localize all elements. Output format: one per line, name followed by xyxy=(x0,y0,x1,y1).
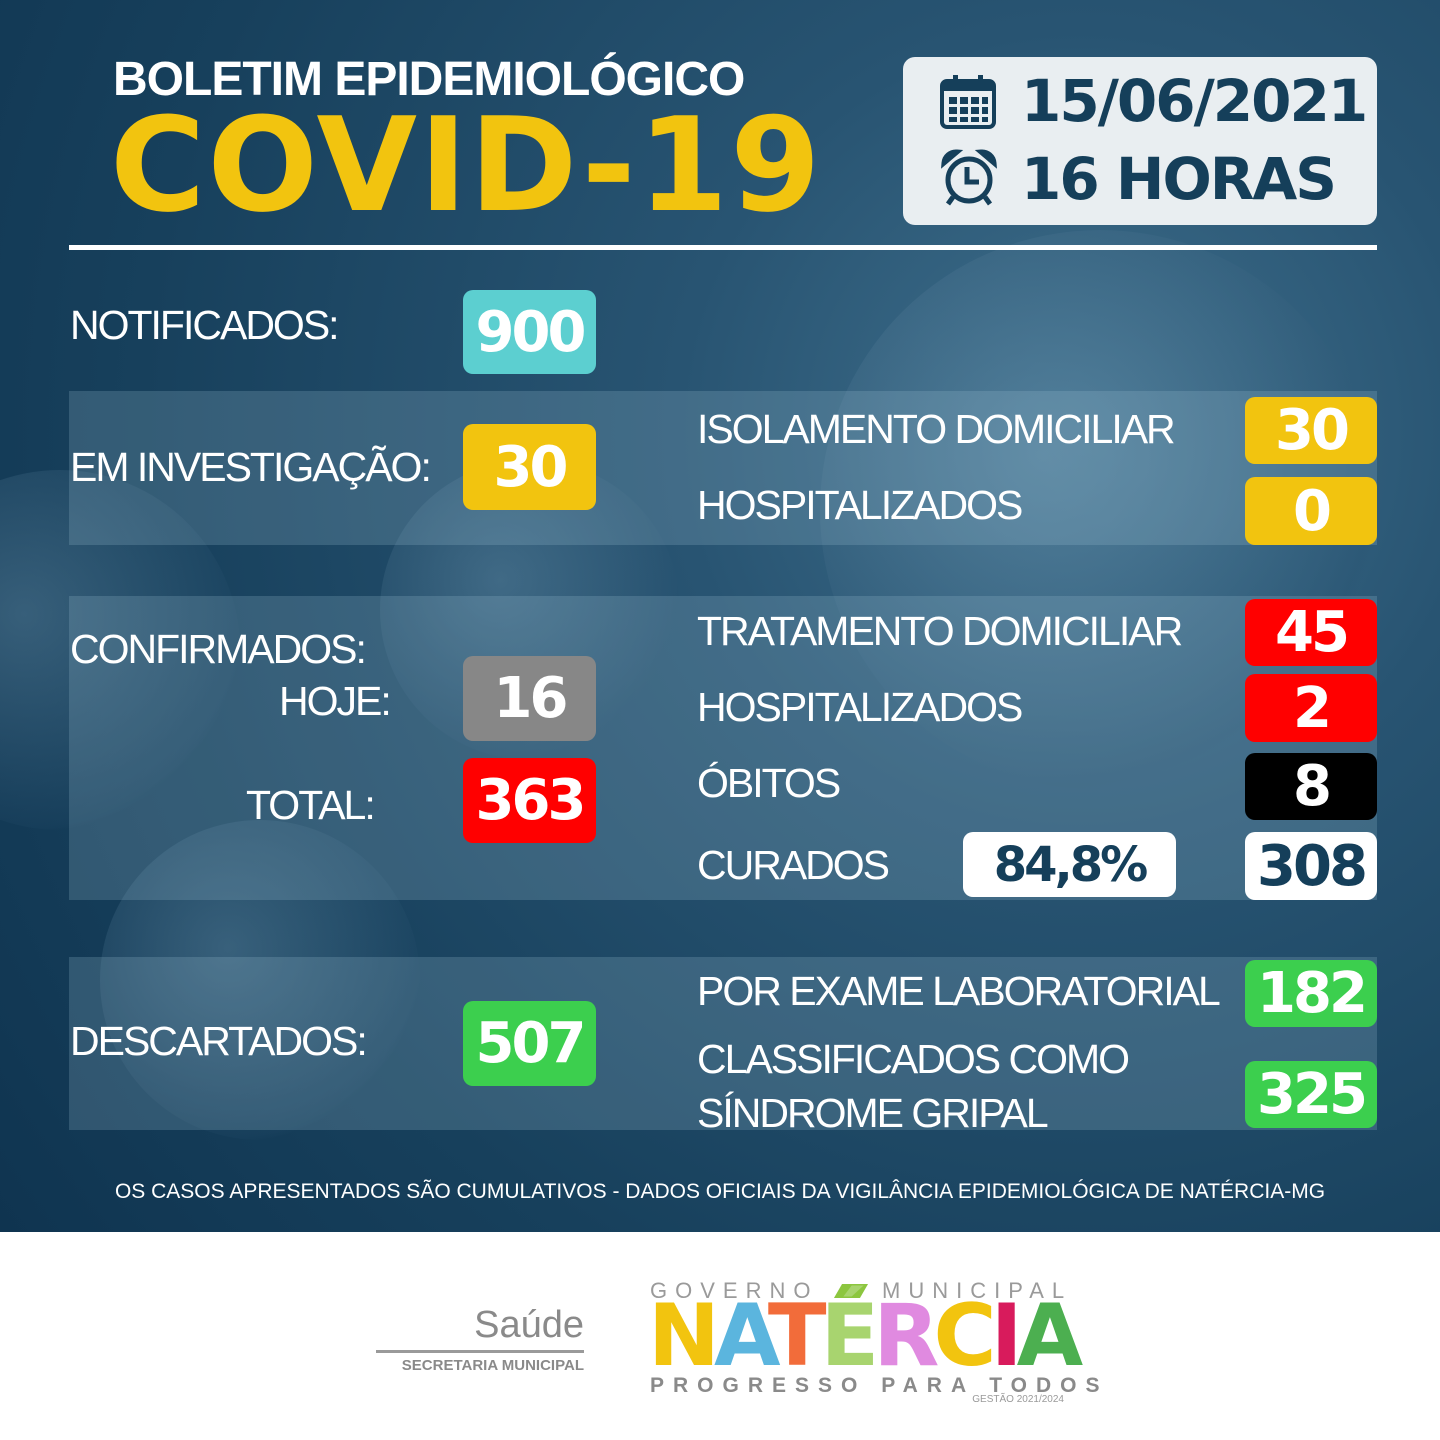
descartados-panel xyxy=(69,957,1377,1130)
isolamento-label: ISOLAMENTO DOMICILIAR xyxy=(697,406,1176,452)
notificados-label: NOTIFICADOS: xyxy=(70,302,340,348)
sindrome-label-line2: SÍNDROME GRIPAL xyxy=(697,1090,1049,1136)
date-time-box: 15/06/2021 16 HORAS xyxy=(903,57,1377,225)
governo-text: GOVERNO xyxy=(650,1278,819,1303)
descartados-label: DESCARTADOS: xyxy=(70,1018,368,1064)
bulletin-time: 16 HORAS xyxy=(1021,145,1337,213)
sindrome-label-line1: CLASSIFICADOS COMO xyxy=(697,1036,1130,1082)
investigacao-hospitalizados-value: 0 xyxy=(1245,477,1377,545)
notificados-value: 900 xyxy=(463,290,596,374)
total-label: TOTAL: xyxy=(246,782,376,828)
tratamento-label: TRATAMENTO DOMICILIAR xyxy=(697,608,1183,654)
investigacao-value: 30 xyxy=(463,424,596,510)
descartados-value: 507 xyxy=(463,1001,596,1086)
isolamento-value: 30 xyxy=(1245,397,1377,464)
saude-divider xyxy=(376,1350,584,1353)
municipal-text: MUNICIPAL xyxy=(882,1278,1073,1303)
tratamento-value: 45 xyxy=(1245,599,1377,666)
divider xyxy=(69,245,1377,250)
confirmados-label: CONFIRMADOS: xyxy=(70,626,367,672)
hoje-label: HOJE: xyxy=(279,678,392,724)
footnote: OS CASOS APRESENTADOS SÃO CUMULATIVOS - … xyxy=(114,1180,1326,1203)
hoje-value: 16 xyxy=(463,656,596,741)
virus-background xyxy=(100,820,420,1140)
natercia-logo: NATÉRCIA xyxy=(648,1286,1083,1386)
obitos-value: 8 xyxy=(1245,753,1377,820)
confirmados-hospitalizados-label: HOSPITALIZADOS xyxy=(697,684,1023,730)
bulletin-title: COVID-19 xyxy=(110,89,823,241)
investigacao-panel xyxy=(69,391,1377,545)
gestao-text: GESTÃO 2021/2024 xyxy=(972,1394,1064,1405)
slogan-text: PROGRESSO PARA TODOS xyxy=(650,1374,1109,1397)
bulletin-subtitle: BOLETIM EPIDEMIOLÓGICO xyxy=(113,53,745,106)
investigacao-label: EM INVESTIGAÇÃO: xyxy=(70,444,432,490)
sindrome-value: 325 xyxy=(1245,1061,1377,1128)
laboratorial-value: 182 xyxy=(1245,960,1377,1027)
total-value: 363 xyxy=(463,758,596,843)
obitos-label: ÓBITOS xyxy=(697,760,841,806)
curados-percent: 84,8% xyxy=(963,832,1176,897)
curados-value: 308 xyxy=(1245,832,1377,900)
calendar-icon xyxy=(940,75,996,129)
saude-logo-text: Saúde xyxy=(474,1304,584,1346)
alarm-clock-icon xyxy=(941,149,997,206)
investigacao-hospitalizados-label: HOSPITALIZADOS xyxy=(697,482,1023,528)
confirmados-hospitalizados-value: 2 xyxy=(1245,674,1377,742)
bulletin-poster: BOLETIM EPIDEMIOLÓGICO COVID-19 15/06/20… xyxy=(0,0,1440,1232)
secretaria-text: SECRETARIA MUNICIPAL xyxy=(401,1357,584,1374)
laboratorial-label: POR EXAME LABORATORIAL xyxy=(697,968,1221,1014)
bulletin-date: 15/06/2021 xyxy=(1021,67,1368,135)
curados-label: CURADOS xyxy=(697,842,890,888)
